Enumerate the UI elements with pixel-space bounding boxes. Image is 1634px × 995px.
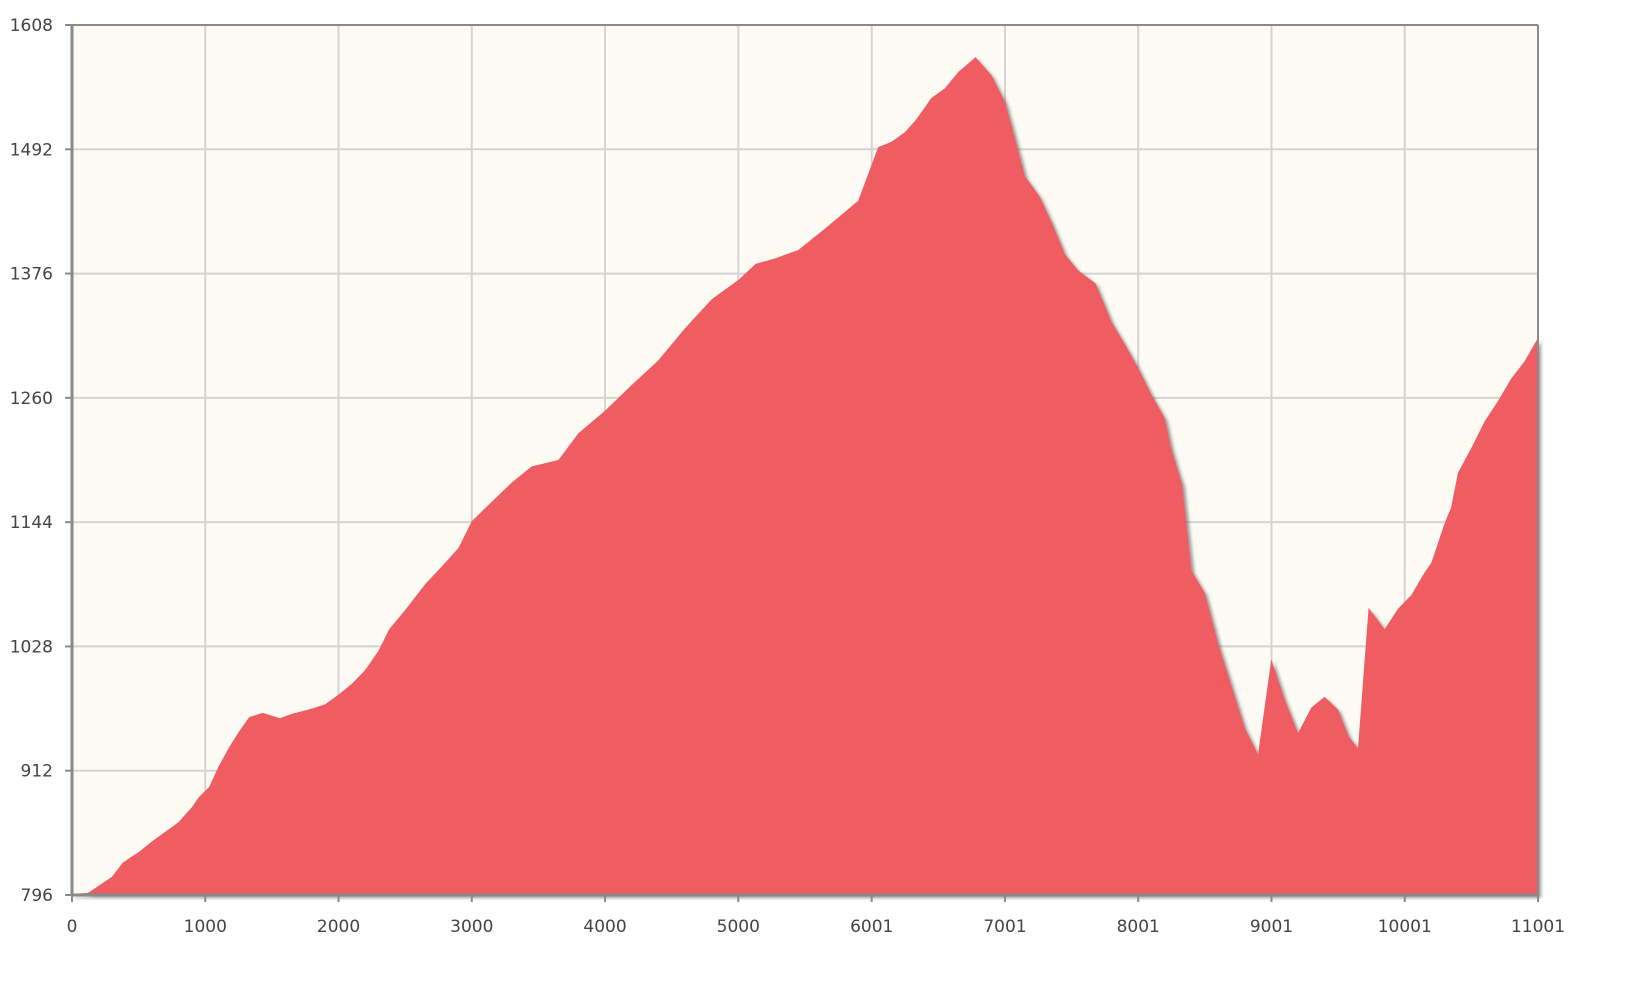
x-tick-label: 8001 [1117,917,1160,937]
x-tick-label: 5000 [717,917,760,937]
y-tick-label: 1144 [10,513,53,533]
y-tick-label: 1028 [10,637,53,657]
x-tick-label: 9001 [1250,917,1293,937]
axes [65,24,1539,902]
y-tick-label: 1608 [10,16,53,36]
series-area [72,57,1538,896]
y-tick-label: 1376 [10,265,53,285]
x-tick-label: 6001 [850,917,893,937]
x-tick-labels: 0 1000 2000 3000 4000 5000 6001 7001 8001 9001 100… [67,917,1565,937]
x-tick-label: 4000 [583,917,626,937]
x-tick-label: 1000 [184,917,227,937]
x-tick-label: 7001 [983,917,1026,937]
y-tick-label: 1492 [10,140,53,160]
x-tick-label: 3000 [450,917,493,937]
x-tick-label: 0 [67,917,78,937]
x-tick-label: 2000 [317,917,360,937]
y-tick-label: 912 [21,762,53,782]
y-tick-labels: 796 912 1028 1144 1260 1376 1492 1608 [10,16,53,906]
x-tick-label: 11001 [1511,917,1565,937]
y-tick-label: 1260 [10,389,53,409]
series-area-layer [72,57,1538,896]
x-tick-label: 10001 [1378,917,1432,937]
y-tick-label: 796 [21,886,53,906]
